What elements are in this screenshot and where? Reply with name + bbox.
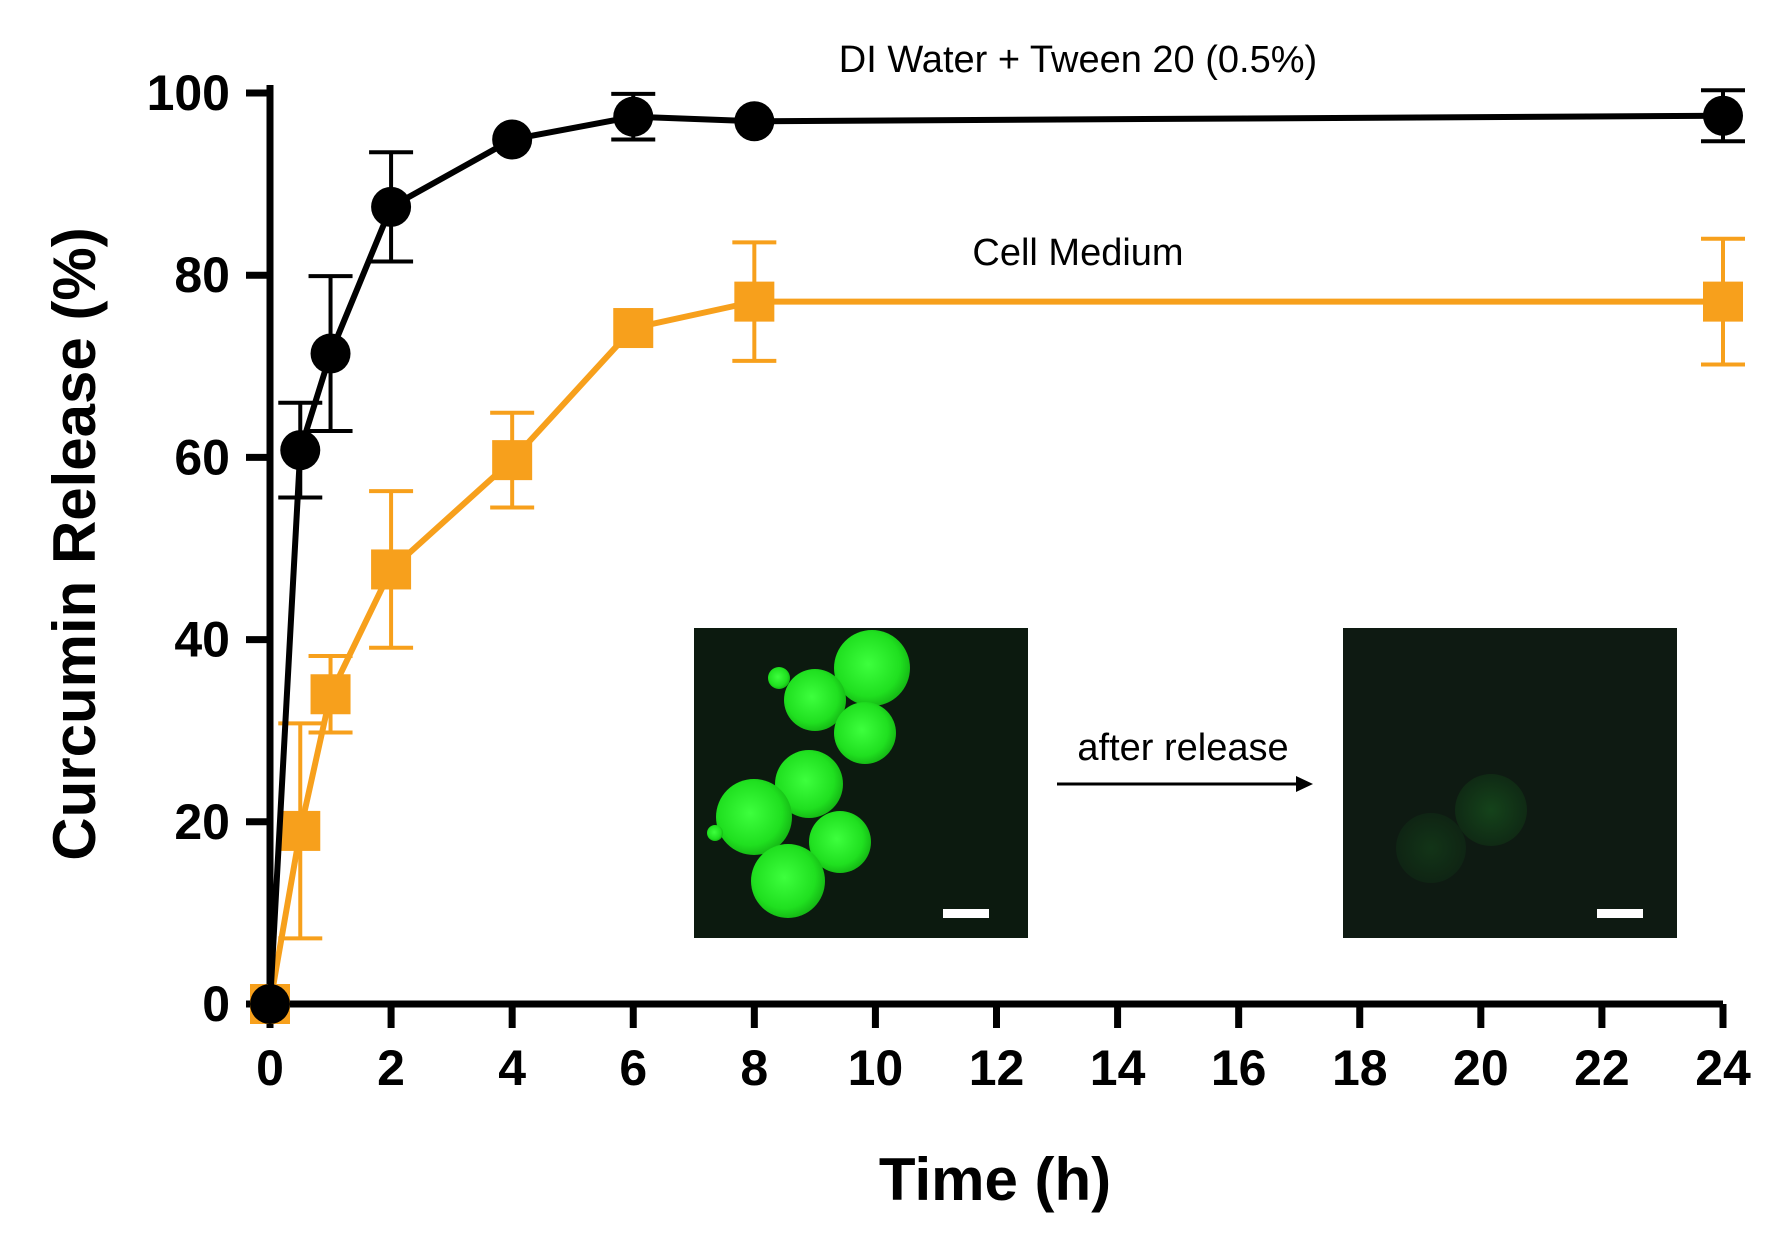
y-ticks: 0 20 40 60 80 100 (147, 65, 270, 1032)
legend-label-water: DI Water + Tween 20 (0.5%) (839, 39, 1317, 81)
inset-image-after (1343, 628, 1677, 938)
x-tick-label: 2 (377, 1040, 405, 1096)
x-tick-label: 4 (498, 1040, 526, 1096)
x-tick-label: 14 (1090, 1040, 1146, 1096)
y-tick-label: 60 (174, 429, 230, 485)
data-point (250, 984, 290, 1024)
x-tick-label: 18 (1332, 1040, 1388, 1096)
inset-image-before (694, 628, 1028, 938)
x-tick-label: 12 (969, 1040, 1025, 1096)
series-water (250, 88, 1745, 1024)
x-tick-label: 6 (619, 1040, 647, 1096)
data-point (371, 549, 412, 590)
legend-label-medium: Cell Medium (972, 232, 1183, 274)
data-point (1703, 95, 1743, 136)
x-tick-label: 16 (1211, 1040, 1267, 1096)
series-medium (250, 236, 1745, 1024)
data-point (280, 810, 321, 851)
data-point (1703, 281, 1743, 322)
x-tick-label: 0 (256, 1040, 284, 1096)
data-point (310, 333, 351, 374)
x-tick-label: 10 (848, 1040, 904, 1096)
x-ticks: 0 2 4 6 8 10 12 14 16 18 20 22 24 (256, 1004, 1751, 1096)
data-point (734, 101, 775, 142)
x-tick-label: 24 (1695, 1040, 1751, 1096)
data-point (734, 281, 775, 322)
y-tick-label: 40 (174, 612, 230, 668)
data-point (613, 96, 654, 137)
series-layer (250, 88, 1745, 1024)
data-point (371, 186, 412, 227)
data-point (492, 440, 533, 481)
y-tick-label: 100 (147, 65, 230, 121)
y-tick-label: 20 (174, 794, 230, 850)
data-point (492, 119, 533, 160)
x-tick-label: 8 (740, 1040, 768, 1096)
y-tick-label: 80 (174, 247, 230, 303)
data-point (310, 674, 351, 715)
x-tick-label: 22 (1574, 1040, 1630, 1096)
data-point (280, 430, 321, 471)
x-axis-title: Time (h) (879, 1146, 1111, 1213)
x-tick-label: 20 (1453, 1040, 1509, 1096)
y-tick-label: 0 (202, 976, 230, 1032)
series-line (267, 298, 1723, 1005)
data-point (613, 308, 654, 349)
y-axis-title: Curcumin Release (%) (41, 227, 108, 861)
inset-arrow: after release (1057, 727, 1313, 792)
inset-arrow-label: after release (1077, 727, 1288, 769)
